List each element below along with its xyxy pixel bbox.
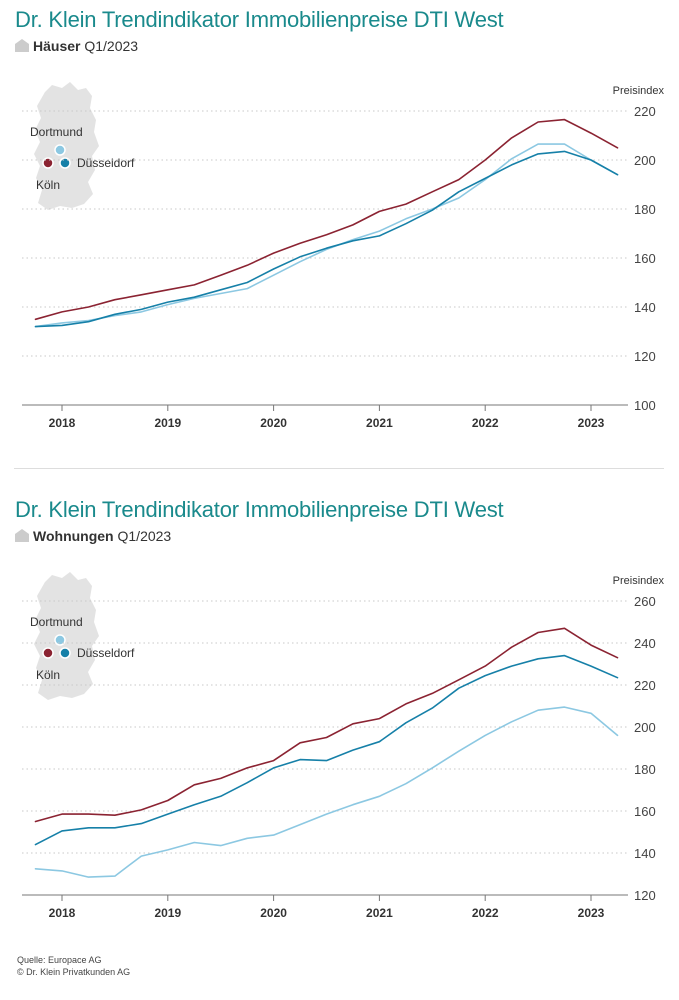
series-line-duesseldorf bbox=[34, 654, 619, 846]
copyright-note: © Dr. Klein Privatkunden AG bbox=[17, 967, 131, 977]
series-line-duesseldorf bbox=[34, 150, 619, 328]
x-tick-label: 2023 bbox=[578, 906, 605, 920]
germany-map-shape bbox=[34, 572, 99, 700]
legend-label-koeln: Köln bbox=[36, 178, 60, 192]
legend-marker-duesseldorf bbox=[59, 647, 71, 659]
series-line-koeln bbox=[34, 627, 619, 823]
x-tick-label: 2019 bbox=[154, 906, 181, 920]
divider bbox=[14, 468, 664, 469]
y-tick-label: 220 bbox=[634, 104, 656, 119]
series-line-koeln bbox=[34, 118, 619, 321]
chart-title: Dr. Klein Trendindikator Immobilienpreis… bbox=[15, 7, 504, 32]
y-tick-label: 140 bbox=[634, 846, 656, 861]
x-tick-label: 2018 bbox=[49, 906, 76, 920]
y-tick-label: 180 bbox=[634, 202, 656, 217]
x-tick-label: 2022 bbox=[472, 416, 499, 430]
x-tick-label: 2021 bbox=[366, 416, 393, 430]
y-tick-label: 200 bbox=[634, 720, 656, 735]
house-icon bbox=[15, 39, 29, 52]
x-tick-label: 2020 bbox=[260, 416, 287, 430]
chart-panel-houses: Dr. Klein Trendindikator Immobilienpreis… bbox=[0, 0, 679, 466]
y-tick-label: 100 bbox=[634, 398, 656, 413]
germany-map bbox=[34, 572, 99, 700]
series-line-dortmund bbox=[34, 143, 619, 328]
x-tick-label: 2022 bbox=[472, 906, 499, 920]
subtitle-period: Q1/2023 bbox=[113, 528, 172, 544]
x-tick-label: 2019 bbox=[154, 416, 181, 430]
y-axis-label: Preisindex bbox=[613, 575, 665, 587]
y-tick-label: 160 bbox=[634, 251, 656, 266]
legend-label-koeln: Köln bbox=[36, 668, 60, 682]
y-tick-label: 260 bbox=[634, 594, 656, 609]
subtitle-category: Häuser bbox=[33, 38, 81, 54]
y-tick-label: 120 bbox=[634, 349, 656, 364]
x-tick-label: 2018 bbox=[49, 416, 76, 430]
subtitle-category: Wohnungen bbox=[33, 528, 114, 544]
y-tick-label: 180 bbox=[634, 762, 656, 777]
footer: Quelle: Europace AG © Dr. Klein Privatku… bbox=[17, 954, 130, 978]
y-tick-label: 120 bbox=[634, 888, 656, 903]
legend-marker-dortmund bbox=[54, 144, 66, 156]
y-tick-label: 160 bbox=[634, 804, 656, 819]
y-tick-label: 140 bbox=[634, 300, 656, 315]
subtitle-period: Q1/2023 bbox=[80, 38, 139, 54]
line-chart: Dortmund Düsseldorf Köln Preisindex 100 120 14… bbox=[22, 82, 665, 430]
germany-map bbox=[34, 82, 99, 210]
legend-marker-koeln bbox=[42, 647, 54, 659]
chart-subtitle: Wohnungen Q1/2023 bbox=[15, 528, 171, 544]
y-tick-label: 220 bbox=[634, 678, 656, 693]
x-tick-label: 2023 bbox=[578, 416, 605, 430]
legend-label-duesseldorf: Düsseldorf bbox=[77, 156, 135, 170]
x-tick-label: 2021 bbox=[366, 906, 393, 920]
house-icon bbox=[15, 529, 29, 542]
legend-label-dortmund: Dortmund bbox=[30, 615, 83, 629]
legend-label-duesseldorf: Düsseldorf bbox=[77, 646, 135, 660]
line-chart: Dortmund Düsseldorf Köln Preisindex 120 140 16… bbox=[22, 572, 665, 920]
x-tick-label: 2020 bbox=[260, 906, 287, 920]
y-tick-label: 240 bbox=[634, 636, 656, 651]
chart-subtitle: Häuser Q1/2023 bbox=[15, 38, 138, 54]
legend-label-dortmund: Dortmund bbox=[30, 125, 83, 139]
y-axis-label: Preisindex bbox=[613, 85, 665, 97]
chart-title: Dr. Klein Trendindikator Immobilienpreis… bbox=[15, 497, 504, 522]
source-note: Quelle: Europace AG bbox=[17, 955, 102, 965]
germany-map-shape bbox=[34, 82, 99, 210]
y-tick-label: 200 bbox=[634, 153, 656, 168]
chart-panel-apartments: Dr. Klein Trendindikator Immobilienpreis… bbox=[0, 490, 679, 950]
series-line-dortmund bbox=[34, 706, 619, 878]
